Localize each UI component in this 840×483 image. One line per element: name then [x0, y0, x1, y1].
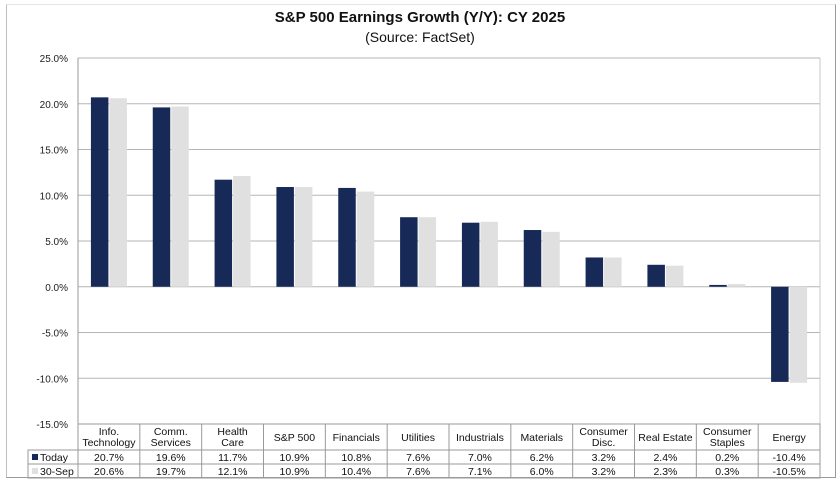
data-label: 7.1% [468, 466, 492, 478]
category-label: Industrials [456, 432, 504, 444]
bar-today [152, 107, 171, 287]
data-label: 19.7% [156, 466, 186, 478]
bar-30-sep [665, 265, 684, 287]
data-label: 10.8% [341, 452, 371, 464]
bar-30-sep [233, 176, 251, 287]
data-label: 3.2% [592, 466, 616, 478]
data-label: 20.6% [94, 466, 124, 478]
category-label: Consumer [703, 426, 752, 438]
data-label: 20.7% [94, 452, 124, 464]
data-label: 0.3% [715, 466, 739, 478]
bar-today [771, 286, 789, 382]
bar-30-sep [542, 231, 560, 287]
y-tick-label: 25.0% [40, 54, 68, 65]
data-label: 2.4% [653, 452, 677, 464]
category-label: Health [217, 426, 248, 438]
data-label: 6.2% [530, 452, 554, 464]
bar-30-sep [789, 286, 808, 383]
legend-swatch-30-sep [32, 468, 38, 474]
bar-today [400, 217, 418, 287]
bar-today [461, 222, 480, 287]
bar-30-sep [418, 217, 437, 287]
y-tick-label: -5.0% [42, 329, 68, 340]
legend-label: 30-Sep [40, 466, 74, 478]
data-label: 7.6% [406, 466, 430, 478]
data-label: 7.0% [468, 452, 492, 464]
category-label: Energy [772, 432, 806, 444]
data-label: -10.5% [772, 466, 805, 478]
data-label: 0.2% [715, 452, 739, 464]
y-tick-label: 5.0% [45, 237, 68, 248]
bar-today [214, 179, 233, 287]
category-label: Consumer [579, 426, 628, 438]
y-tick-label: 10.0% [40, 191, 68, 202]
y-tick-label: -10.0% [36, 374, 68, 385]
data-label: 11.7% [218, 452, 247, 464]
category-label: Utilities [401, 432, 435, 444]
category-label: Info. [99, 426, 119, 438]
y-tick-label: 20.0% [40, 100, 68, 111]
category-label: Financials [333, 432, 380, 444]
category-label: S&P 500 [274, 432, 315, 444]
category-label: Comm. [154, 426, 188, 438]
bar-30-sep [109, 98, 127, 287]
category-label: Technology [82, 437, 136, 449]
category-label: Staples [710, 437, 745, 449]
legend-swatch-today [32, 454, 38, 460]
category-label: Services [151, 437, 191, 449]
y-tick-label: 0.0% [45, 283, 68, 294]
bar-30-sep [171, 106, 189, 287]
bar-30-sep [356, 191, 375, 287]
data-label: -10.4% [772, 452, 805, 464]
y-tick-label: 15.0% [40, 146, 68, 157]
data-label: 7.6% [406, 452, 430, 464]
bar-30-sep [727, 284, 746, 287]
category-label: Care [221, 437, 244, 449]
bar-today [276, 187, 294, 287]
chart-subtitle: (Source: FactSet) [365, 29, 475, 45]
chart-title: S&P 500 Earnings Growth (Y/Y): CY 2025 [274, 9, 566, 26]
data-label: 12.1% [218, 466, 248, 478]
category-label: Real Estate [638, 432, 692, 444]
y-tick-label: -15.0% [36, 420, 68, 431]
data-label: 10.4% [341, 466, 371, 478]
data-label: 19.6% [156, 452, 186, 464]
bar-today [647, 264, 665, 287]
data-label: 10.9% [280, 466, 310, 478]
data-label: 2.3% [653, 466, 677, 478]
legend-label: Today [40, 452, 69, 464]
data-label: 10.9% [280, 452, 310, 464]
category-label: Materials [520, 432, 563, 444]
bar-today [338, 187, 356, 287]
bar-today [709, 284, 727, 287]
bar-today [90, 97, 109, 287]
bar-today [523, 230, 542, 287]
data-label: 3.2% [592, 452, 616, 464]
bar-30-sep [604, 257, 622, 287]
bar-30-sep [480, 221, 498, 287]
data-label: 6.0% [530, 466, 554, 478]
category-label: Disc. [592, 437, 615, 449]
bar-today [585, 257, 604, 287]
bar-30-sep [294, 187, 313, 287]
